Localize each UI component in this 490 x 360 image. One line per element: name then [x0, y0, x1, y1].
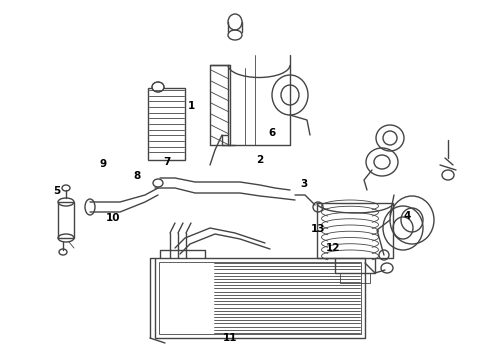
Text: 6: 6	[269, 128, 275, 138]
Bar	[148, 88, 185, 160]
Bar	[155, 258, 365, 338]
Text: 2: 2	[256, 155, 263, 165]
Text: 4: 4	[403, 211, 411, 221]
Text: 9: 9	[99, 159, 106, 169]
Text: 10: 10	[105, 213, 120, 223]
Text: 1: 1	[188, 101, 195, 111]
Text: 5: 5	[53, 186, 60, 196]
Bar	[58, 202, 74, 238]
Text: 8: 8	[134, 171, 141, 181]
Text: 3: 3	[300, 179, 307, 189]
Text: 12: 12	[326, 243, 341, 253]
Ellipse shape	[152, 82, 164, 92]
Bar	[159, 262, 361, 334]
Text: 13: 13	[311, 224, 326, 234]
Bar	[317, 203, 393, 258]
Text: 11: 11	[223, 333, 238, 343]
Text: 7: 7	[163, 157, 171, 167]
